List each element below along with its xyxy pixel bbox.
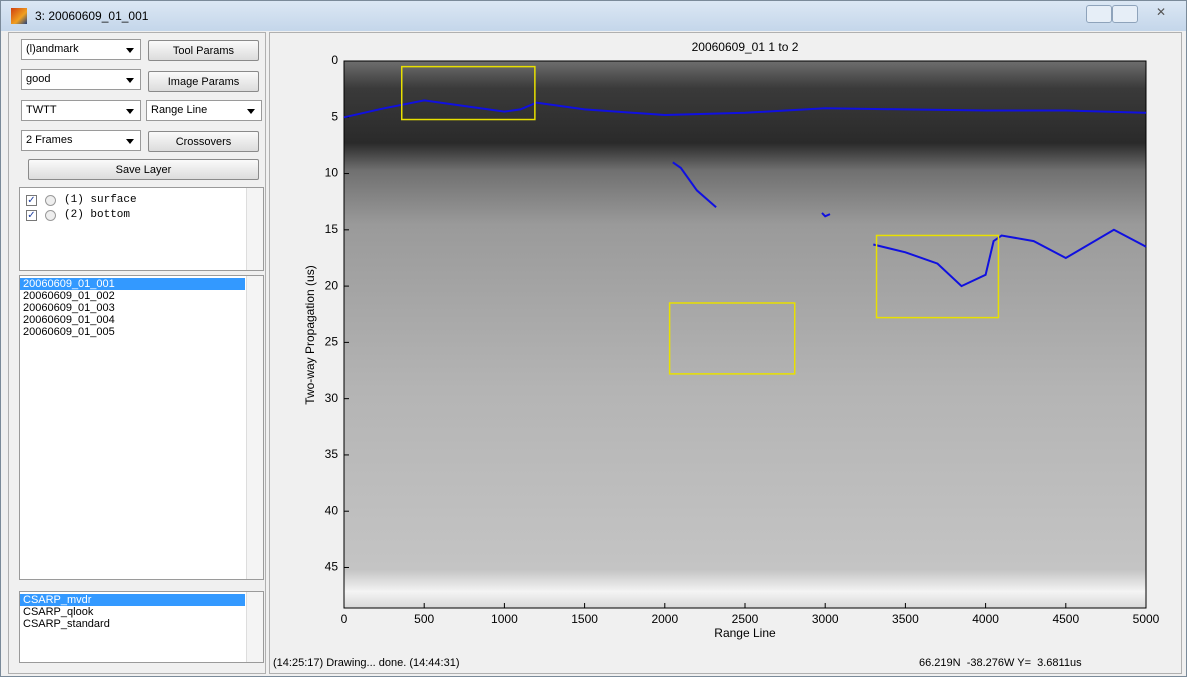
y-tick-label: 5 [331,109,338,123]
y-axis-label: Two-way Propagation (us) [303,265,317,404]
status-coords: 66.219N -38.276W Y= 3.6811us [919,657,1082,669]
y-tick-label: 10 [325,166,339,180]
x-tick-label: 3000 [812,612,839,626]
x-tick-label: 2500 [732,612,759,626]
chart-title: 20060609_01 1 to 2 [692,40,799,54]
status-message: (14:25:17) Drawing... done. (14:44:31) [273,657,460,669]
radar-image [344,61,1146,608]
x-tick-label: 1000 [491,612,518,626]
y-tick-label: 25 [325,335,339,349]
y-tick-label: 30 [325,391,339,405]
y-tick-label: 35 [325,447,339,461]
y-tick-label: 45 [325,560,339,574]
x-tick-label: 0 [341,612,348,626]
y-tick-label: 0 [331,53,338,67]
x-tick-label: 5000 [1133,612,1160,626]
x-axis-label: Range Line [714,626,776,640]
y-tick-label: 40 [325,503,339,517]
y-tick-label: 15 [325,222,339,236]
x-tick-label: 500 [414,612,434,626]
x-tick-label: 4000 [972,612,999,626]
x-tick-label: 2000 [651,612,678,626]
radargram-chart: 20060609_01 1 to 2 Range Line Two-way Pr… [1,1,1186,676]
x-tick-label: 4500 [1052,612,1079,626]
y-tick-label: 20 [325,278,339,292]
x-tick-label: 3500 [892,612,919,626]
window: 3: 20060609_01_001 ✕ (l)andmark Tool Par… [0,0,1187,677]
x-tick-label: 1500 [571,612,598,626]
